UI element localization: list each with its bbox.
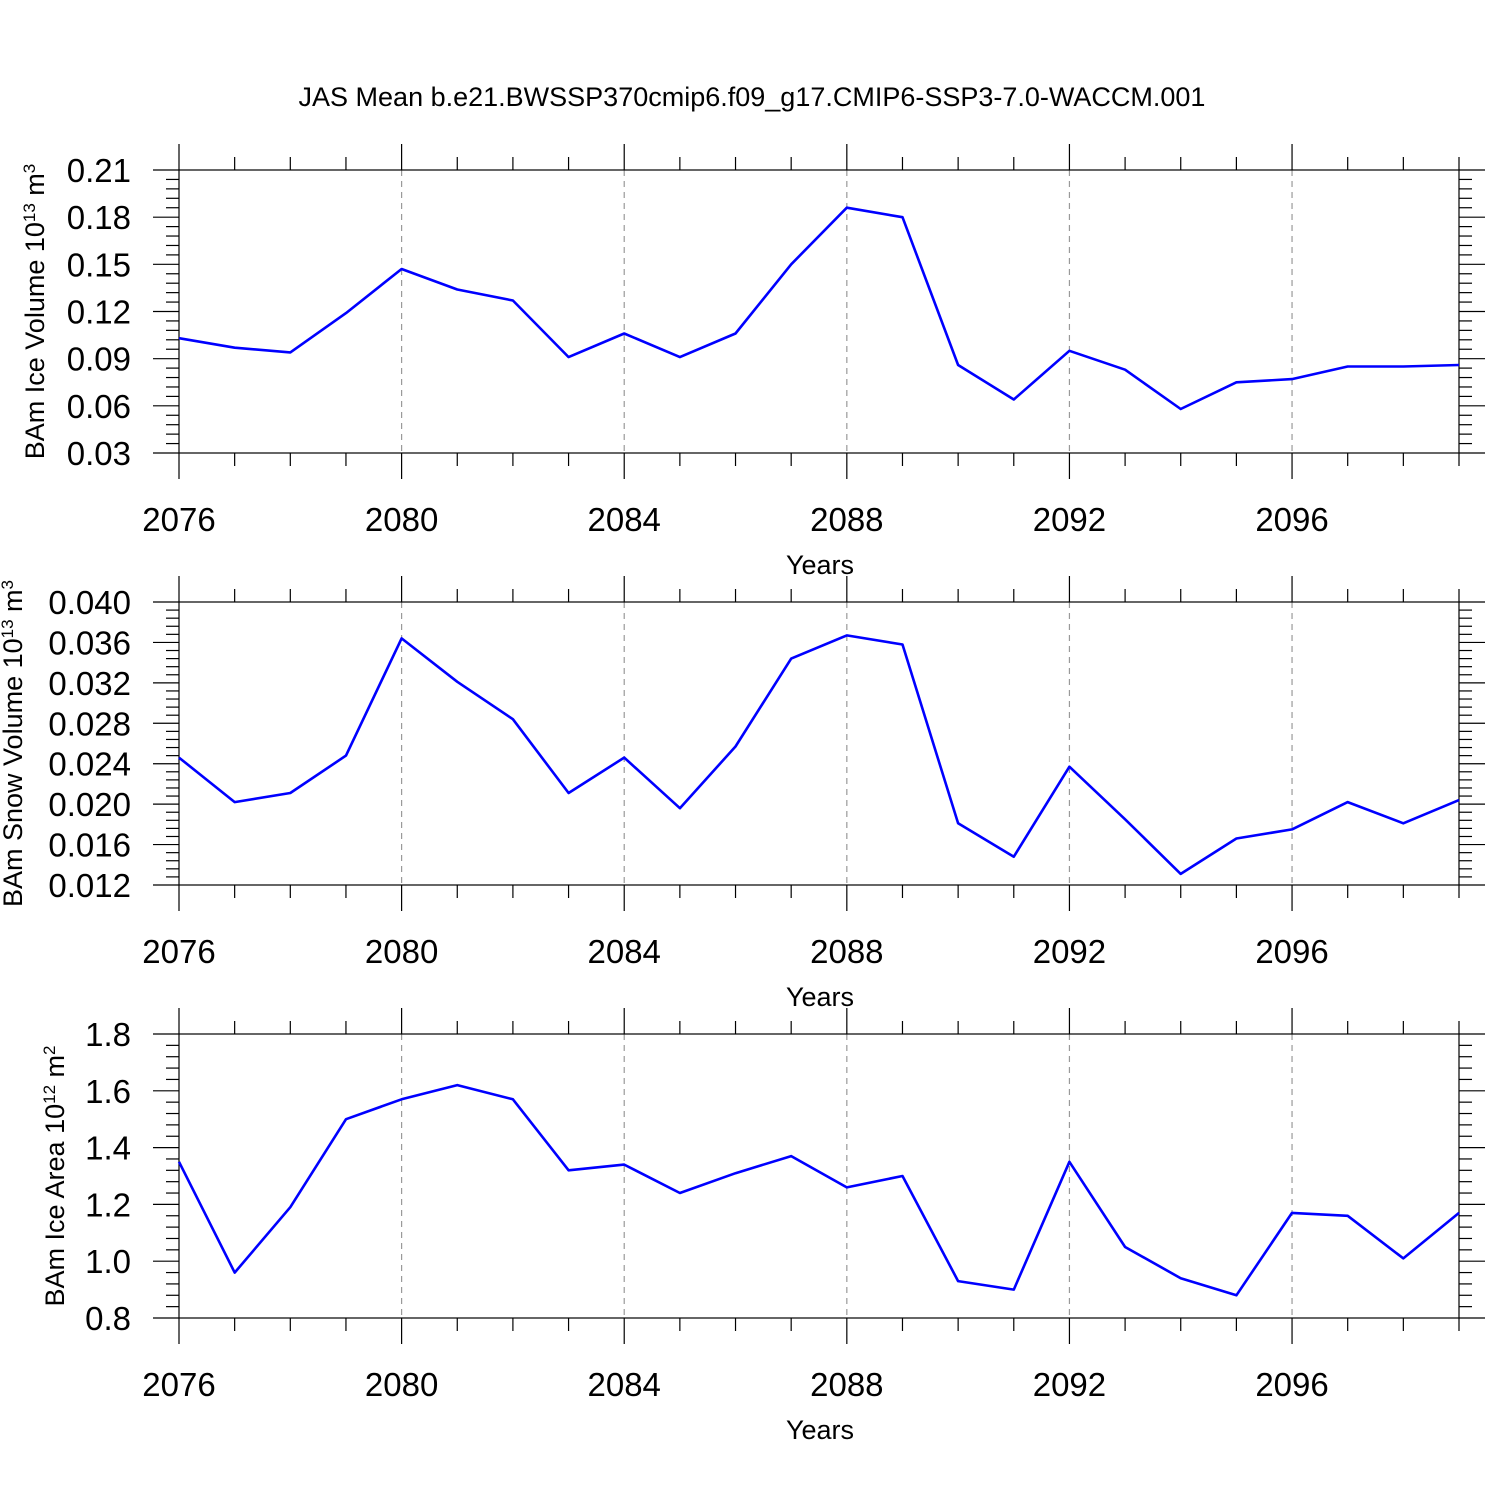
y-tick-label: 1.2 xyxy=(85,1186,131,1223)
y-axis-title-unit-exponent: 3 xyxy=(0,580,17,589)
x-tick-label: 2088 xyxy=(810,1366,883,1403)
y-tick-label: 0.09 xyxy=(67,341,131,378)
y-tick-label: 0.03 xyxy=(67,435,131,472)
x-tick-label: 2096 xyxy=(1255,501,1328,538)
y-axis-title-unit-exponent: 2 xyxy=(40,1046,59,1055)
series-line xyxy=(178,206,1460,411)
y-axis-title-unit: m xyxy=(20,173,50,203)
x-tick-label: 2076 xyxy=(142,1366,215,1403)
x-tick-label: 2084 xyxy=(588,1366,661,1403)
plot-frame xyxy=(178,601,1460,886)
y-tick-label: 0.036 xyxy=(48,624,131,661)
y-tick-label: 0.06 xyxy=(67,388,131,425)
y-tick-label: 1.0 xyxy=(85,1243,131,1280)
x-tick-label: 2084 xyxy=(588,933,661,970)
x-axis-title: Years xyxy=(786,1415,854,1445)
x-tick-label: 2092 xyxy=(1033,933,1106,970)
y-tick-label: 0.040 xyxy=(48,584,131,621)
panels: 0.03 0.06 0.09 0.12 0.15 0.18 0.21 2076 2080 2084… xyxy=(0,144,1485,1445)
x-tick-label: 2096 xyxy=(1255,1366,1328,1403)
y-axis-title-text: BAm Ice Volume 10 xyxy=(20,222,50,459)
plot-frame xyxy=(178,169,1460,454)
plot-frame xyxy=(178,1033,1460,1319)
series-line xyxy=(177,1083,1460,1297)
y-axis-title-unit: m xyxy=(40,1055,70,1085)
x-tick-label: 2092 xyxy=(1033,1366,1106,1403)
series-line xyxy=(178,634,1460,876)
y-axis-title-unit-exponent: 3 xyxy=(20,164,39,173)
y-tick-label: 1.4 xyxy=(85,1130,131,1167)
y-tick-label: 0.024 xyxy=(48,746,131,783)
y-axis-title: BAm Ice Area 1012 m2 xyxy=(40,1046,71,1307)
y-axis-title-exponent: 13 xyxy=(0,619,17,638)
y-tick-label: 0.032 xyxy=(48,665,131,702)
y-tick-label: 0.8 xyxy=(85,1300,131,1337)
x-tick-label: 2088 xyxy=(810,501,883,538)
y-axis-title: BAm Ice Volume 1013 m3 xyxy=(20,164,51,460)
y-tick-label: 0.012 xyxy=(48,867,131,904)
panel-1: 0.03 0.06 0.09 0.12 0.15 0.18 0.21 2076 2080 2084… xyxy=(20,144,1485,580)
x-axis-title: Years xyxy=(786,550,854,580)
x-tick-label: 2080 xyxy=(365,933,438,970)
y-axis-title-text: BAm Snow Volume 10 xyxy=(0,638,28,907)
y-axis-title-exponent: 12 xyxy=(40,1085,59,1104)
y-tick-label: 0.18 xyxy=(67,199,131,236)
x-tick-label: 2076 xyxy=(142,933,215,970)
y-tick-label: 0.028 xyxy=(48,705,131,742)
y-axis-title: BAm Snow Volume 1013 m3 xyxy=(0,580,28,907)
figure-title: JAS Mean b.e21.BWSSP370cmip6.f09_g17.CMI… xyxy=(299,82,1206,112)
y-axis-title-exponent: 13 xyxy=(20,203,39,222)
x-tick-label: 2080 xyxy=(365,501,438,538)
y-tick-label: 0.15 xyxy=(67,246,131,283)
x-axis-title: Years xyxy=(786,982,854,1012)
y-tick-label: 1.6 xyxy=(85,1073,131,1110)
x-tick-label: 2076 xyxy=(142,501,215,538)
panel-3: 0.8 1.0 1.2 1.4 1.6 1.8 2076 2080 2084 2088 2092 20… xyxy=(40,1008,1485,1445)
x-tick-label: 2080 xyxy=(365,1366,438,1403)
y-tick-label: 1.8 xyxy=(85,1016,131,1053)
x-tick-label: 2088 xyxy=(810,933,883,970)
x-tick-label: 2096 xyxy=(1255,933,1328,970)
y-tick-label: 0.21 xyxy=(67,152,131,189)
y-tick-label: 0.020 xyxy=(48,786,131,823)
y-tick-label: 0.12 xyxy=(67,294,131,331)
x-tick-label: 2092 xyxy=(1033,501,1106,538)
y-axis-title-unit: m xyxy=(0,589,28,619)
y-axis-title-text: BAm Ice Area 10 xyxy=(40,1104,70,1307)
x-tick-label: 2084 xyxy=(588,501,661,538)
y-tick-label: 0.016 xyxy=(48,827,131,864)
